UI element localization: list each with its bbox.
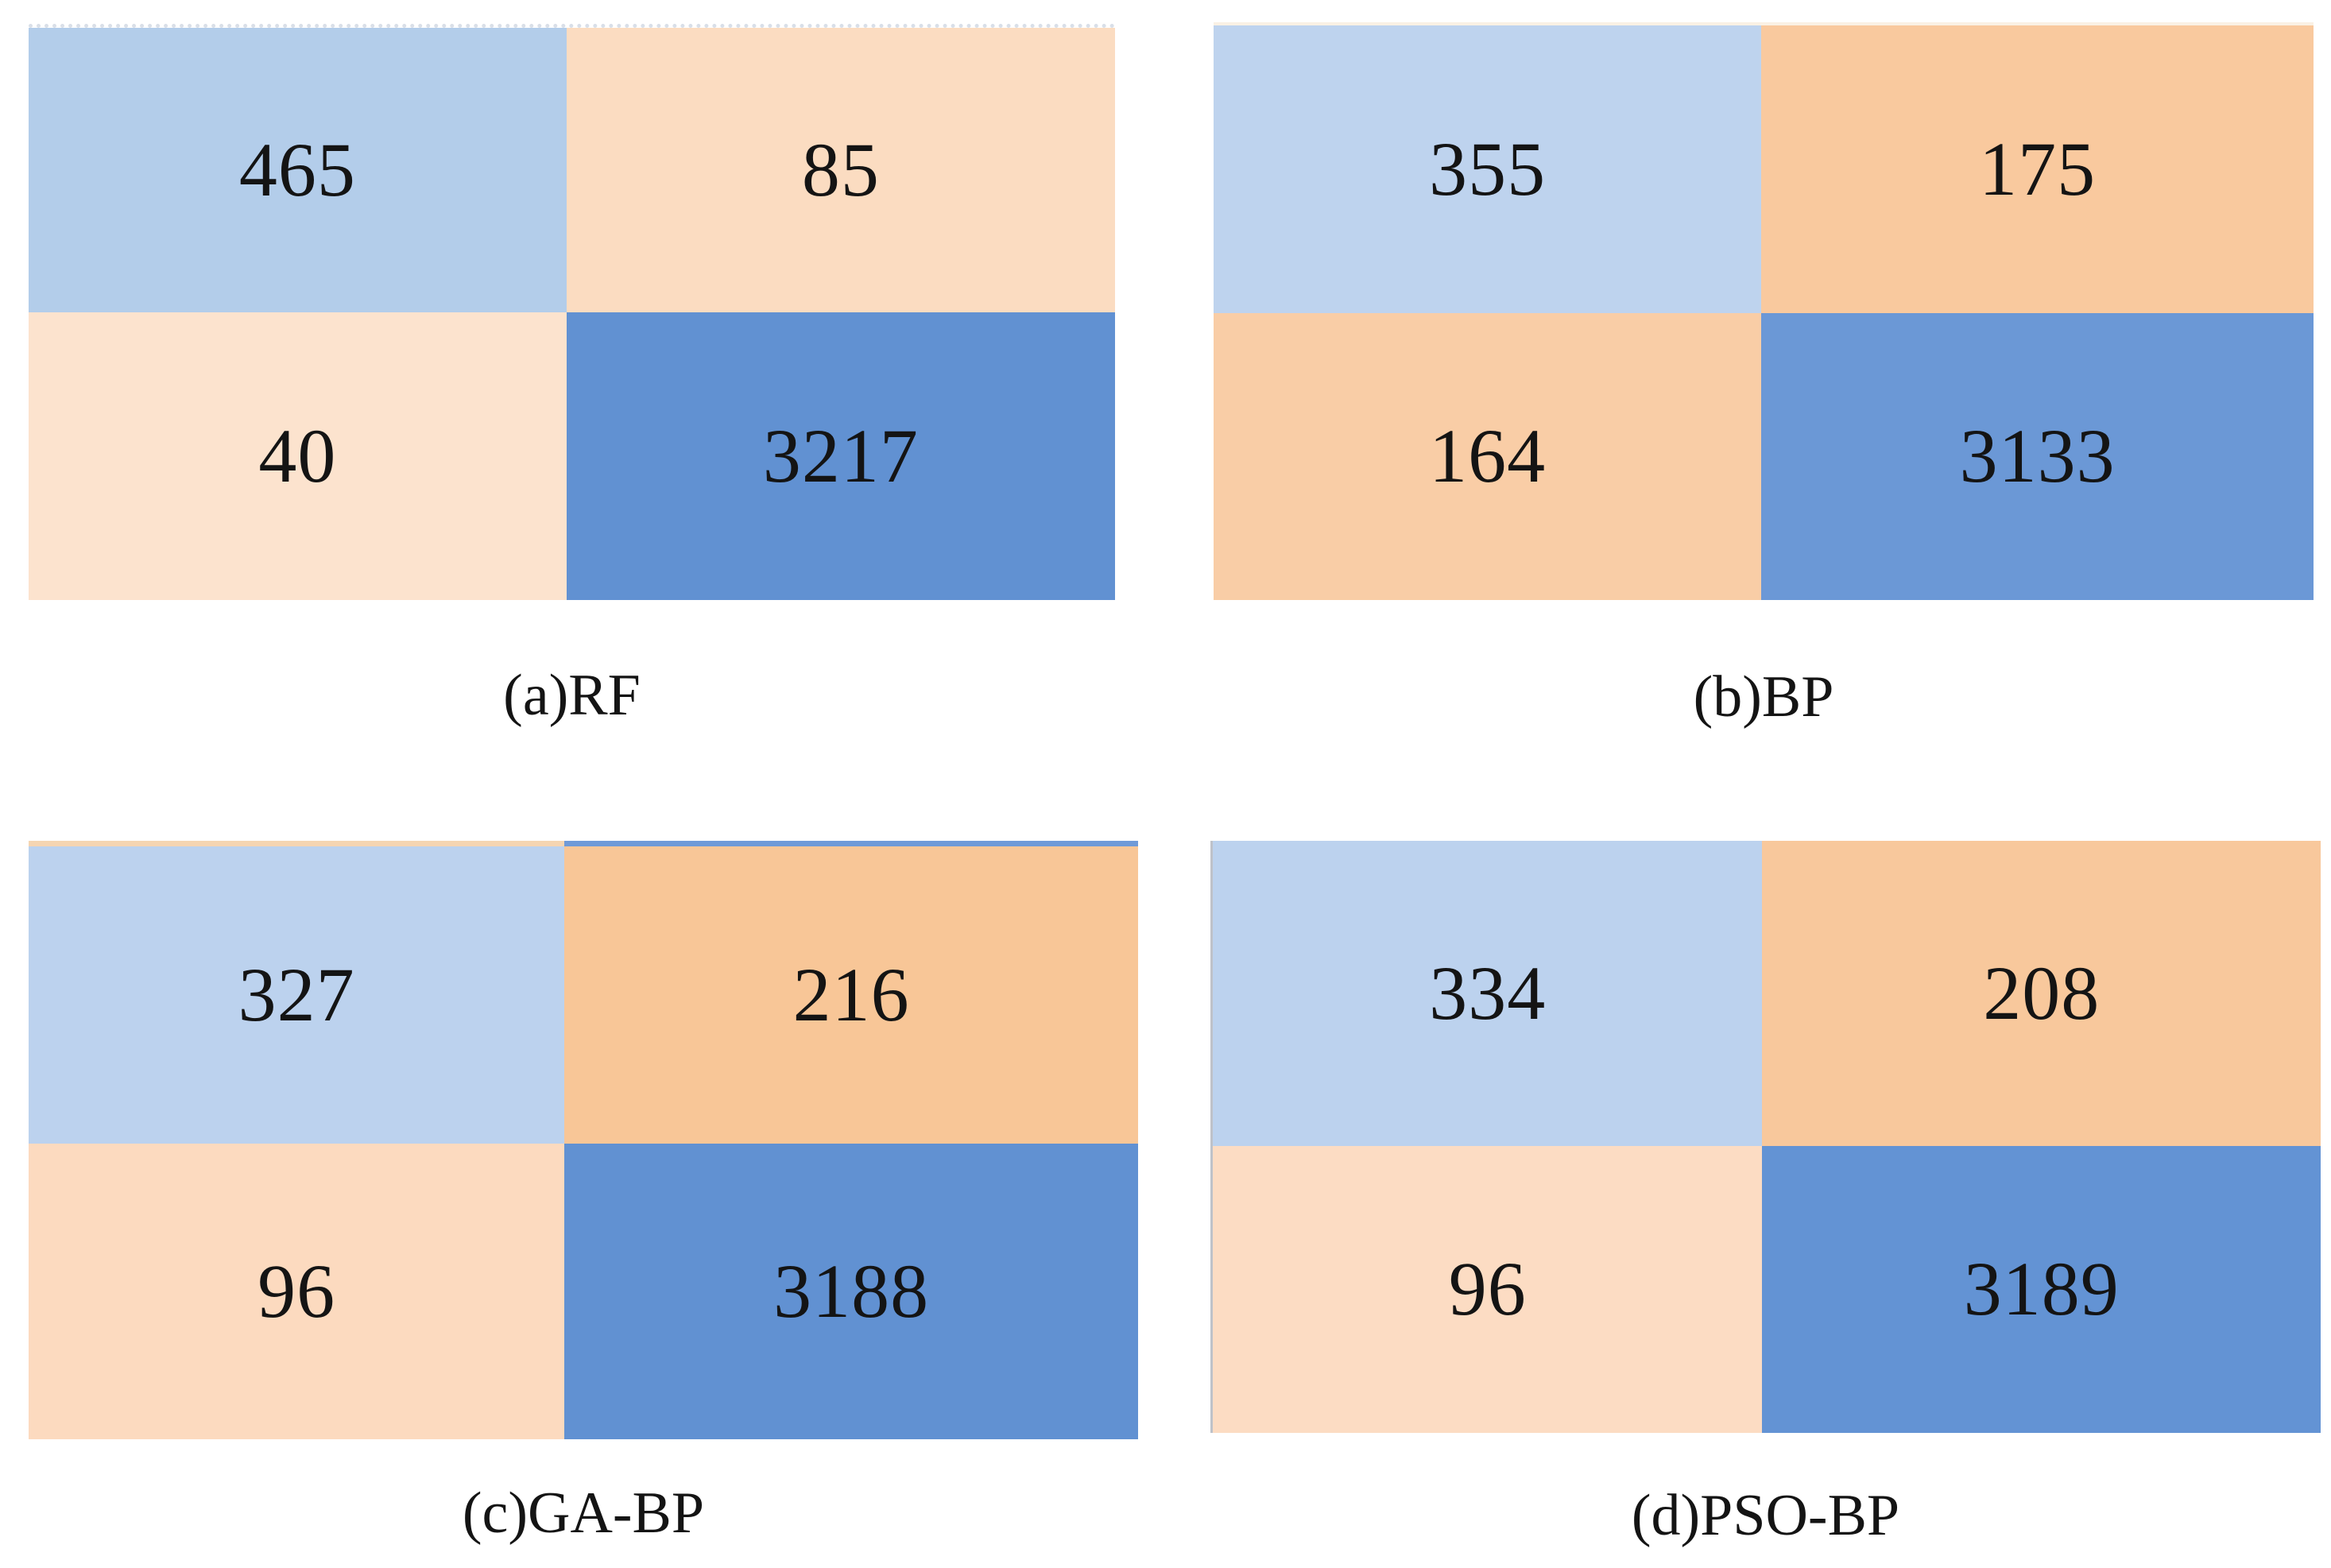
- cell-value: 164: [1429, 413, 1547, 499]
- cell-value: 40: [258, 412, 337, 498]
- confusion-matrix-ga-bp: 327 216 96 3188: [29, 846, 1138, 1439]
- panel-caption-ga-bp: (c)GA-BP: [462, 1481, 705, 1546]
- matrix-cell-r0c1: 208: [1762, 841, 2321, 1146]
- cell-value: 465: [238, 126, 356, 212]
- matrix-cell-r1c0: 96: [1213, 1145, 1763, 1433]
- cell-value: 208: [1983, 950, 2101, 1036]
- confusion-matrix-pso-bp: 334 208 96 3189: [1210, 841, 2321, 1433]
- confusion-matrix-bp: 355 175 164 3133: [1214, 22, 2314, 600]
- matrix-cell-r1c0: 164: [1214, 312, 1762, 600]
- matrix-cell-r1c0: 96: [29, 1143, 565, 1439]
- cell-value: 334: [1429, 950, 1547, 1036]
- panel-pso-bp: 334 208 96 3189 (d)PSO-BP: [1210, 841, 2321, 1545]
- cell-value: 355: [1429, 126, 1547, 211]
- confusion-matrix-rf: 465 85 40 3217: [29, 24, 1115, 600]
- matrix-top-border-left: [29, 841, 565, 846]
- cell-value: 3188: [773, 1248, 930, 1334]
- matrix-cell-r1c1: 3188: [564, 1143, 1138, 1439]
- panel-caption-pso-bp: (d)PSO-BP: [1631, 1483, 1900, 1548]
- panel-caption-bp: (b)BP: [1693, 664, 1834, 730]
- matrix-cell-r1c1: 3133: [1761, 312, 2314, 600]
- cell-value: 96: [257, 1248, 336, 1334]
- cell-value: 3217: [762, 412, 919, 498]
- matrix-cell-r1c0: 40: [29, 312, 567, 600]
- matrix-cell-r0c1: 216: [564, 846, 1138, 1144]
- cell-value: 327: [238, 951, 355, 1037]
- matrix-cell-r1c1: 3189: [1762, 1145, 2321, 1433]
- matrix-top-border-right: [564, 841, 1138, 846]
- cell-value: 216: [792, 951, 910, 1037]
- matrix-cell-r0c1: 175: [1761, 25, 2314, 313]
- cell-value: 96: [1448, 1246, 1527, 1332]
- matrix-cell-r0c0: 465: [29, 28, 567, 312]
- panel-ga-bp: 327 216 96 3188 (c)GA-BP: [29, 841, 1138, 1543]
- matrix-cell-r0c0: 355: [1214, 25, 1762, 313]
- cell-value: 85: [801, 126, 880, 212]
- cell-value: 175: [1979, 126, 2097, 211]
- cell-value: 3189: [1963, 1246, 2120, 1332]
- matrix-cell-r0c0: 334: [1213, 841, 1763, 1146]
- panel-bp: 355 175 164 3133 (b)BP: [1214, 22, 2314, 726]
- matrix-cell-r0c0: 327: [29, 846, 565, 1144]
- panel-rf: 465 85 40 3217 (a)RF: [29, 24, 1115, 725]
- panel-caption-rf: (a)RF: [503, 663, 641, 728]
- matrix-cell-r1c1: 3217: [566, 312, 1115, 600]
- matrix-cell-r0c1: 85: [566, 28, 1115, 312]
- cell-value: 3133: [1959, 413, 2116, 499]
